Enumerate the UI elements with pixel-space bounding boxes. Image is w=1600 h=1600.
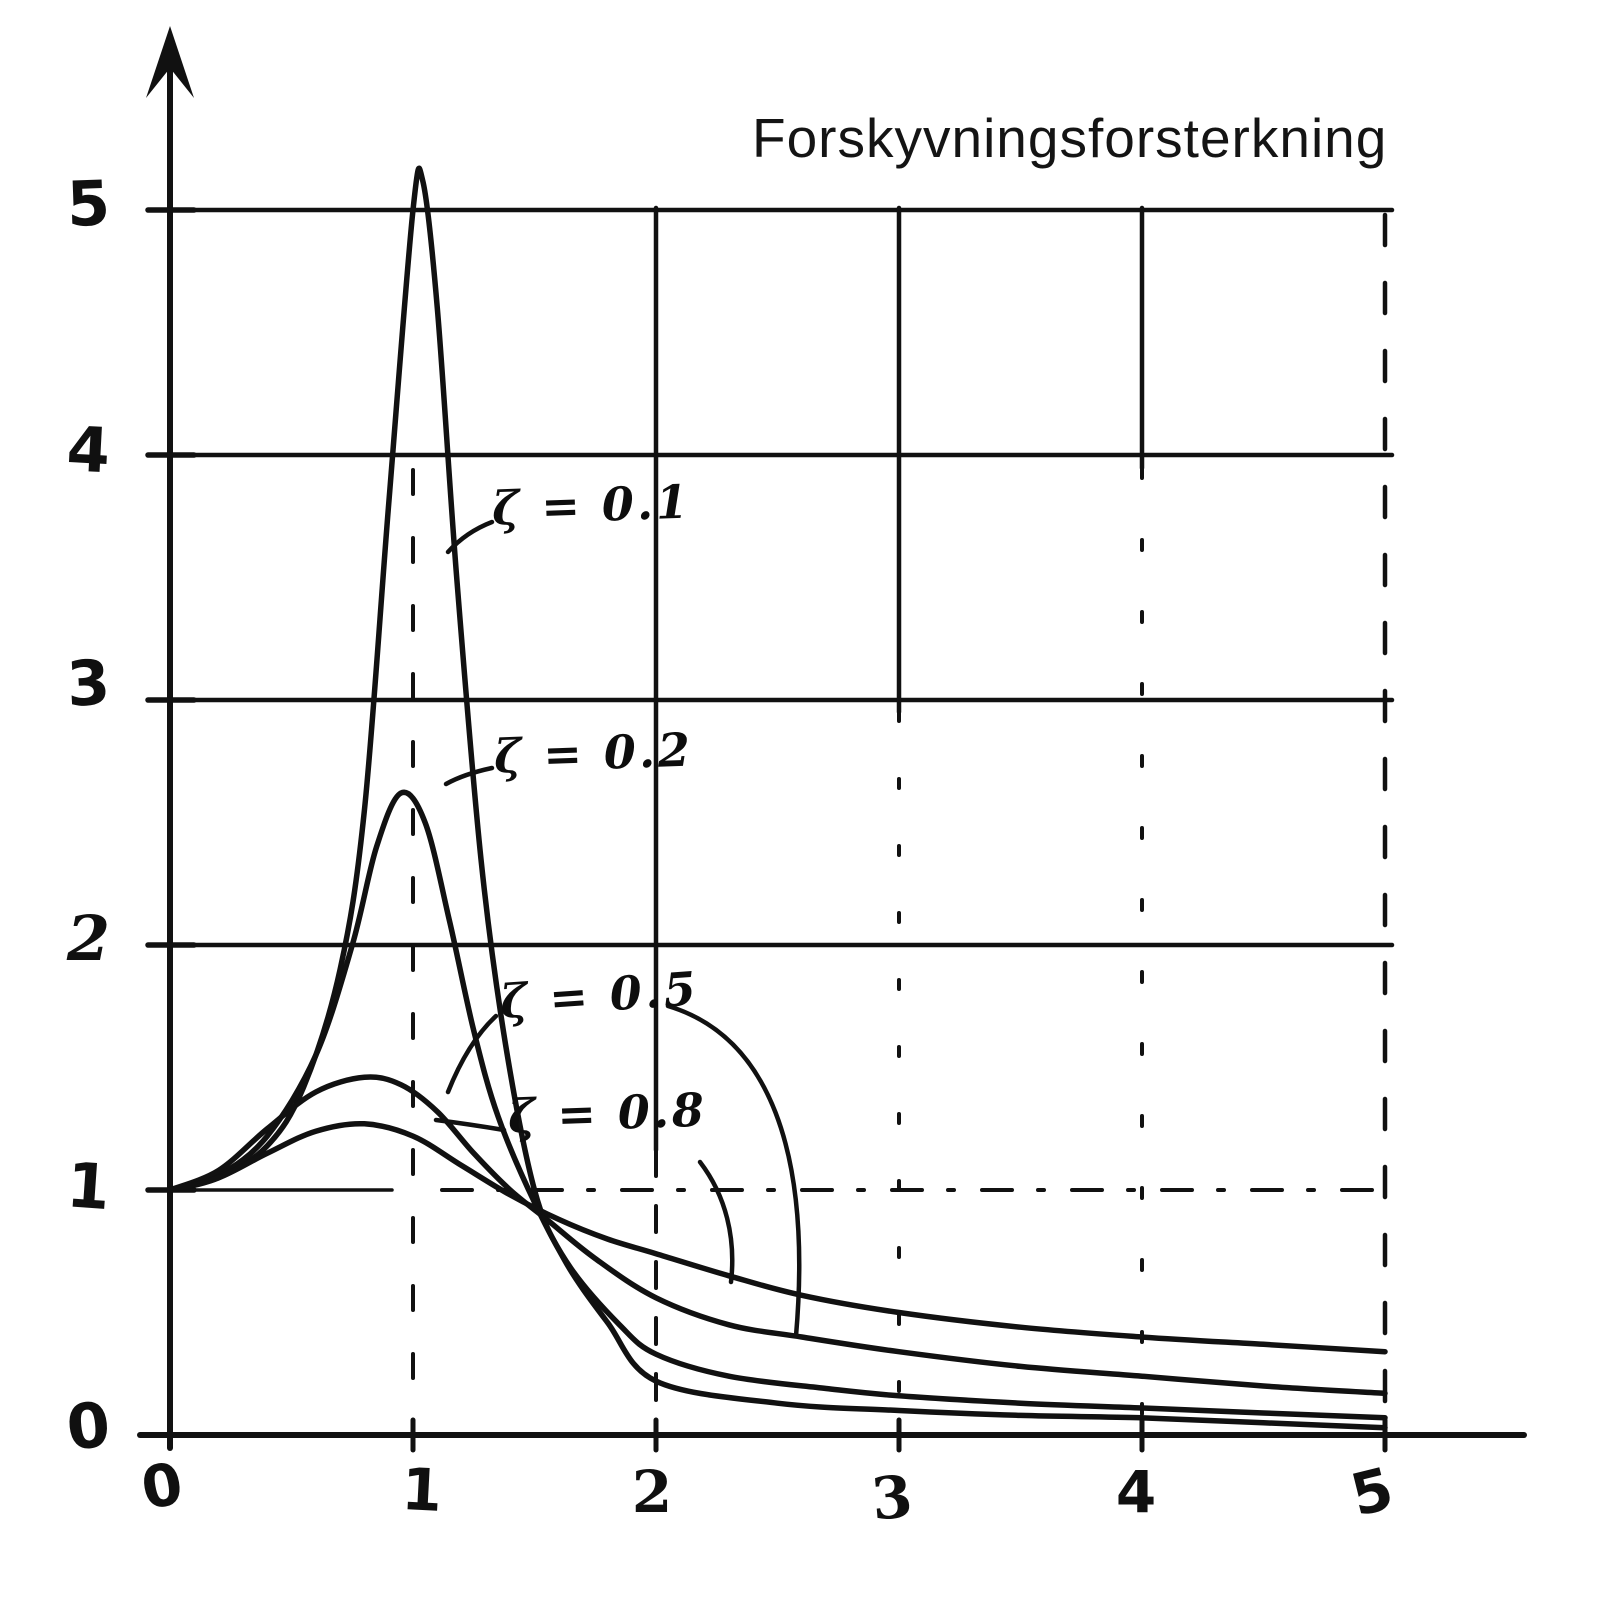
- leader-zeta-0-8-arc: [697, 1159, 735, 1285]
- curve-zeta-0.1: [167, 165, 1388, 1431]
- curve-zeta-0.5: [167, 1074, 1388, 1397]
- x-tick-label-3: 3: [868, 1462, 916, 1534]
- chart-title: Forskyvningsforsterkning: [752, 107, 1388, 169]
- curve-label-zeta-0-1: ζ = 0.1: [491, 474, 692, 536]
- y-tick-label-5: 5: [65, 166, 112, 241]
- y-tick-label-0: 0: [63, 1387, 114, 1465]
- x-tick-label-0: 0: [136, 1449, 188, 1523]
- x-tick-label-4: 4: [1115, 1458, 1157, 1526]
- leader-zeta-0-5: [445, 1013, 499, 1095]
- x-tick-label-2: 2: [631, 1458, 673, 1526]
- y-tick-label-2: 2: [66, 902, 110, 975]
- y-tick-label-1: 1: [64, 1148, 113, 1225]
- x-tick-label-1: 1: [400, 1454, 444, 1526]
- curve-label-zeta-0-8: ζ = 0.8: [507, 1082, 708, 1144]
- y-tick-label-4: 4: [64, 412, 112, 488]
- leader-zeta-0-8: [433, 1117, 507, 1133]
- y-axis-arrowhead: [146, 26, 194, 98]
- curve-label-zeta-0-2: ζ = 0.2: [493, 722, 694, 784]
- curve-zeta-0.2: [167, 789, 1388, 1421]
- leader-zeta-0-2: [443, 765, 495, 787]
- curve-zeta-0.8: [167, 1120, 1388, 1355]
- leader-zeta-0-1: [445, 519, 495, 555]
- leader-zeta-0-5-arc: [665, 1003, 802, 1339]
- y-tick-label-3: 3: [64, 645, 112, 721]
